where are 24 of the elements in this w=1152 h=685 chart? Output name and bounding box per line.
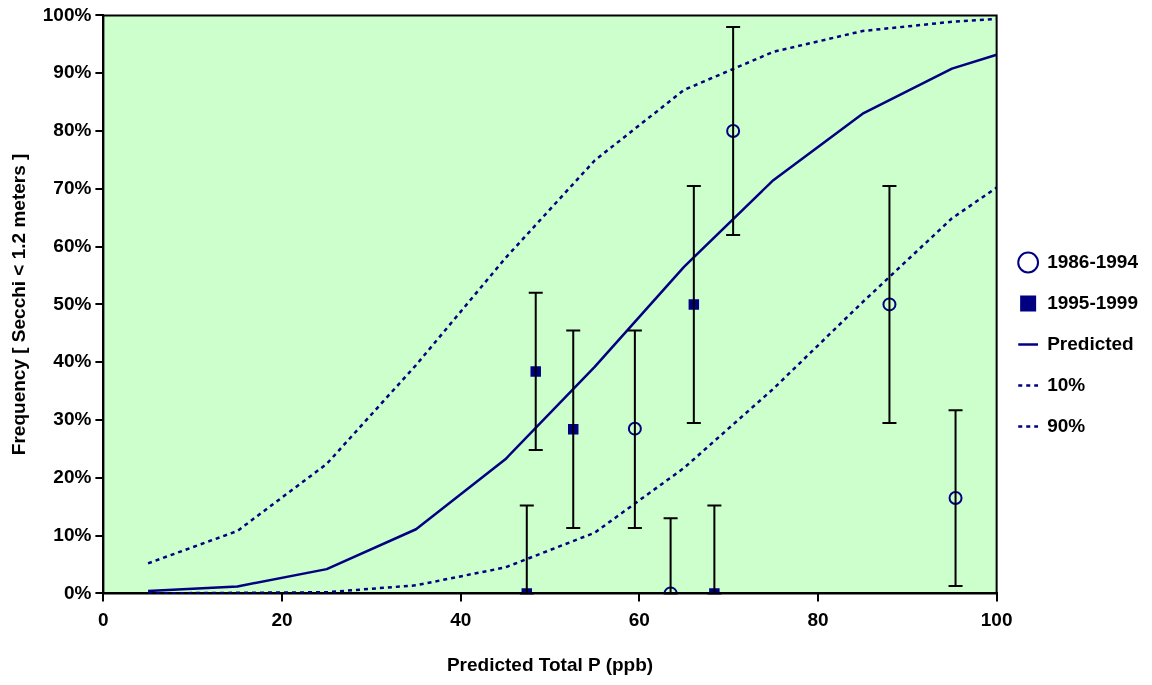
y-tick-label: 100% xyxy=(42,3,92,25)
y-axis-title: Frequency [ Secchi < 1.2 meters ] xyxy=(7,153,29,456)
y-tick-label: 20% xyxy=(53,466,92,488)
legend-label: 90% xyxy=(1047,414,1086,436)
y-tick-label: 10% xyxy=(53,523,92,545)
y-tick-label: 40% xyxy=(53,350,92,372)
x-tick-label: 100 xyxy=(980,609,1013,631)
legend-label: Predicted xyxy=(1047,332,1134,354)
x-tick-label: 80 xyxy=(807,609,829,631)
x-tick-label: 40 xyxy=(450,609,472,631)
y-tick-label: 60% xyxy=(53,234,92,256)
legend-label: 1995-1999 xyxy=(1047,291,1139,313)
x-tick-label: 60 xyxy=(628,609,650,631)
x-tick-label: 0 xyxy=(98,609,109,631)
y-tick-label: 80% xyxy=(53,119,92,141)
y-tick-label: 50% xyxy=(53,292,92,314)
y-tick-label: 30% xyxy=(53,408,92,430)
x-tick-label: 20 xyxy=(271,609,293,631)
legend-label: 10% xyxy=(1047,373,1086,395)
y-tick-label: 0% xyxy=(63,581,92,603)
x-axis-title: Predicted Total P (ppb) xyxy=(446,653,654,675)
y-tick-label: 90% xyxy=(53,61,92,83)
legend-label: 1986-1994 xyxy=(1047,250,1139,272)
y-tick-label: 70% xyxy=(53,177,92,199)
